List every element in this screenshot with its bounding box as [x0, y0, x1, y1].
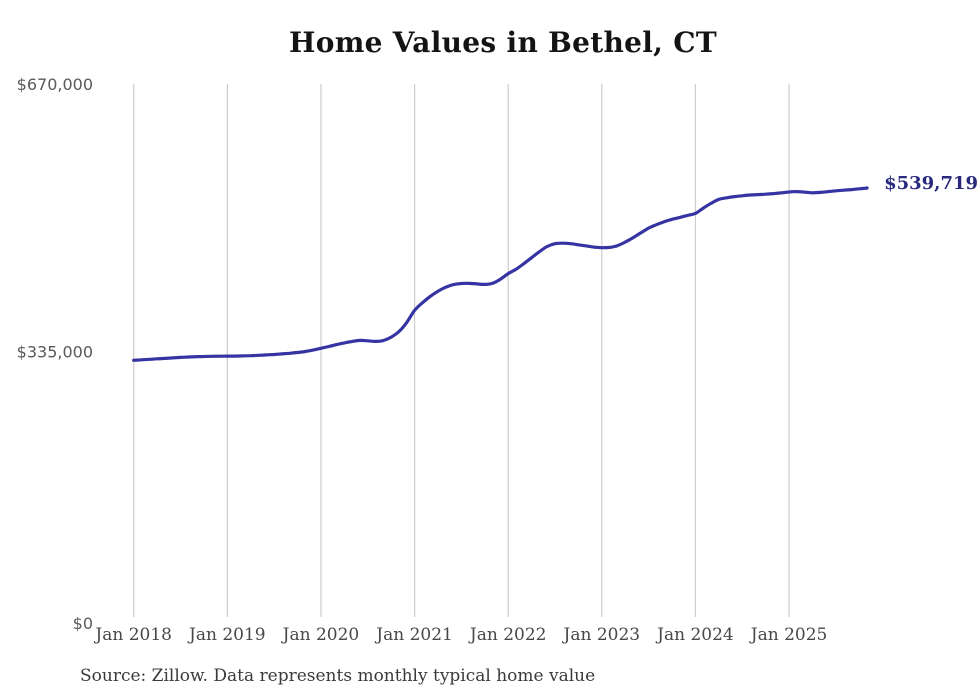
y-axis-tick-label: $335,000 [17, 343, 93, 362]
x-axis-tick-label: Jan 2022 [468, 625, 547, 645]
home-value-line [132, 186, 869, 362]
x-axis-tick-label: Jan 2023 [562, 625, 641, 645]
y-axis-tick-label: $670,000 [17, 75, 93, 94]
x-axis-tick-label: Jan 2018 [93, 625, 172, 645]
source-note: Source: Zillow. Data represents monthly … [80, 666, 596, 686]
x-axis-tick-label: Jan 2021 [374, 625, 453, 645]
x-axis-tick-label: Jan 2019 [187, 625, 266, 645]
x-axis-tick-label: Jan 2025 [749, 625, 828, 645]
y-axis-tick-label: $0 [73, 614, 93, 633]
x-axis-tick-label: Jan 2020 [281, 625, 360, 645]
x-axis-tick-label: Jan 2024 [655, 625, 734, 645]
chart-title: Home Values in Bethel, CT [288, 26, 718, 59]
latest-value-label: $539,719 [884, 173, 978, 194]
